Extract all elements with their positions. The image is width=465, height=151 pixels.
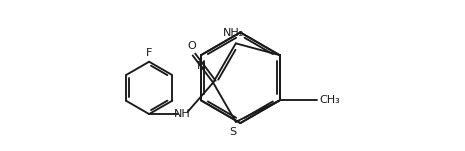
Text: S: S	[229, 127, 236, 137]
Text: N: N	[197, 61, 205, 71]
Text: F: F	[146, 48, 153, 58]
Text: O: O	[187, 41, 196, 51]
Text: CH₃: CH₃	[319, 95, 340, 105]
Text: NH: NH	[173, 109, 190, 119]
Text: NH₂: NH₂	[223, 28, 244, 38]
